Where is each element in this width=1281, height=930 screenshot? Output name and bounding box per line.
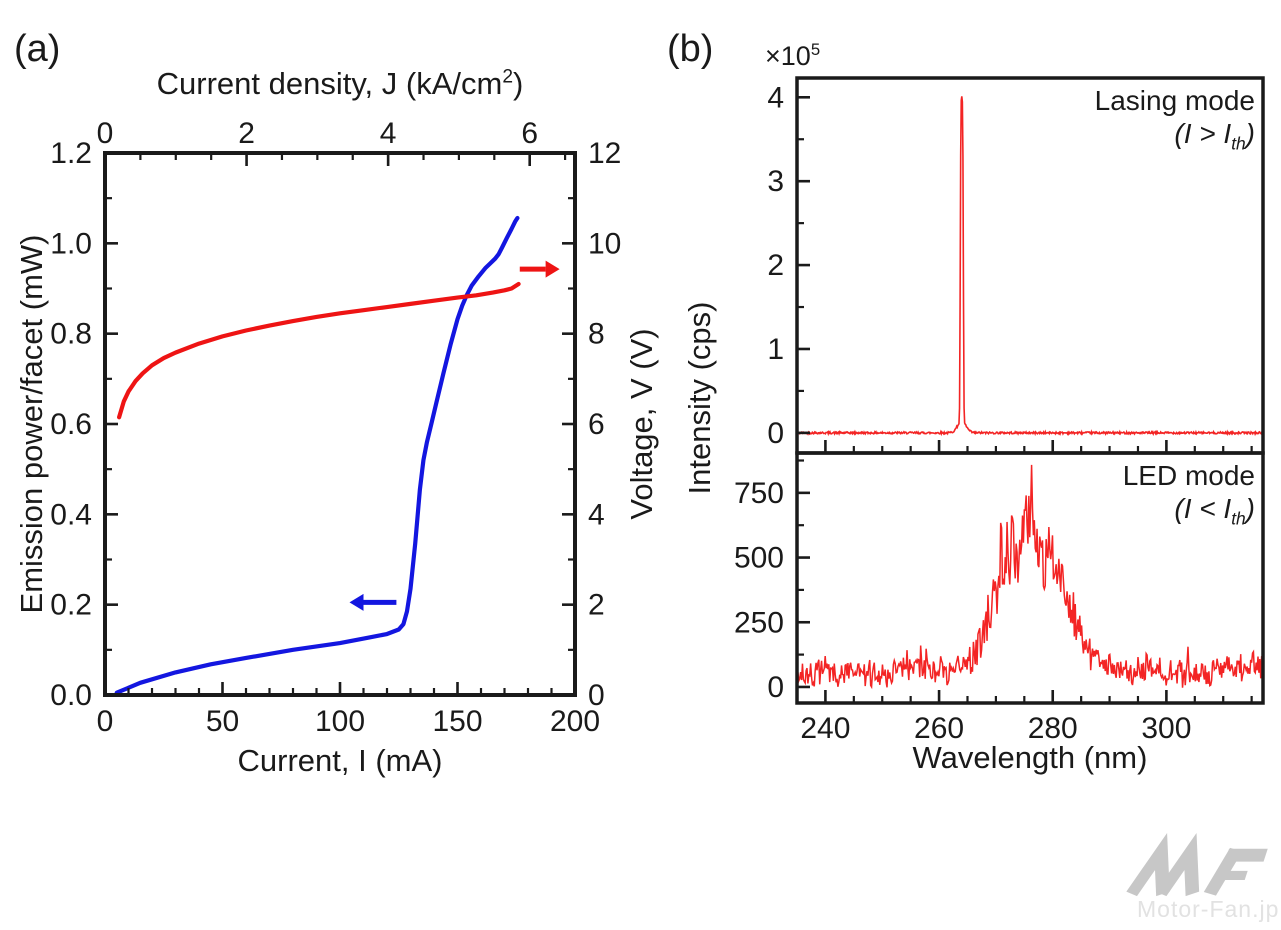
y-axis-ticks: 0 1 2 3 4 [767, 81, 810, 450]
x-axis-ticks: 240 260 280 300 [800, 690, 1253, 745]
relation: < [1191, 493, 1224, 524]
y-tick-label: 4 [767, 81, 784, 114]
x-tick-label: 2 [238, 117, 255, 150]
axis-title-current: Current, I (mA) [237, 743, 443, 778]
multiplier-base: ×10 [765, 41, 811, 71]
lasing-condition-label: (I > Ith) [1095, 117, 1255, 161]
x-tick-label: 0 [97, 117, 114, 150]
y-tick-label: 10 [588, 227, 621, 260]
threshold-subscript: th [1231, 133, 1246, 154]
y-tick-label: 500 [734, 542, 784, 575]
lasing-spectrum-chart: 0 1 2 3 4 [767, 76, 1265, 455]
current-symbol: I [1183, 493, 1192, 524]
paren: ( [1174, 493, 1184, 524]
panel-a-label: (a) [14, 28, 61, 70]
led-mode-annotation: LED mode (I < Ith) [1123, 459, 1255, 536]
watermark-text: Motor-Fan.jp [1137, 896, 1280, 922]
power-axis-arrow [349, 593, 397, 611]
paren-close: ) [1245, 118, 1255, 149]
y-tick-label: 0 [588, 679, 605, 712]
paren-close: ) [1245, 493, 1255, 524]
axis-title-wavelength: Wavelength (nm) [912, 740, 1148, 775]
y-tick-label: 8 [588, 318, 605, 351]
liv-plot-frame [103, 151, 577, 697]
voltage-curve [117, 281, 521, 420]
y-tick-label: 0.6 [50, 408, 92, 441]
intensity-scale-multiplier: ×105 [765, 40, 820, 72]
x-tick-label: 100 [315, 705, 365, 738]
multiplier-exponent: 5 [810, 40, 821, 59]
axis-title-current-density-text: Current density, J (kA/cm [156, 66, 503, 101]
y-tick-label: 0.0 [50, 679, 92, 712]
axis-title-current-density-sup: 2 [502, 66, 514, 88]
threshold-symbol: I [1223, 118, 1232, 149]
x-axis-ticks [824, 440, 1253, 453]
led-plot-frame [795, 451, 1265, 705]
y-tick-label: 0.4 [50, 498, 92, 531]
threshold-subscript: th [1231, 508, 1246, 529]
y-tick-label: 1.0 [50, 227, 92, 260]
x-tick-label: 50 [206, 705, 239, 738]
y-tick-label: 1.2 [50, 137, 92, 170]
y-tick-label: 0 [767, 417, 784, 450]
axis-title-current-density: Current density, J (kA/cm2) [105, 66, 575, 102]
y-tick-label: 12 [588, 137, 621, 170]
axis-title-emission-power: Emission power/facet (mW) [14, 234, 49, 614]
lasing-spectrum-curve [796, 96, 1264, 437]
x-axis-ticks: 0 2 4 6 [97, 117, 567, 166]
led-mode-label: LED mode [1122, 460, 1255, 491]
lasing-mode-label: Lasing mode [1094, 85, 1255, 116]
y-tick-label: 0.8 [50, 318, 92, 351]
paren: ( [1174, 118, 1184, 149]
y-tick-label: 750 [734, 477, 784, 510]
y-tick-label: 250 [734, 606, 784, 639]
emission-power-curve [114, 215, 520, 695]
axis-title-current-density-close: ) [513, 66, 524, 101]
led-spectrum-chart: 0 250 500 750 240 260 280 300 [734, 451, 1265, 745]
x-tick-label: 200 [550, 705, 600, 738]
x-tick-label: 300 [1141, 712, 1191, 745]
y-tick-label: 0 [767, 671, 784, 704]
lasing-mode-annotation: Lasing mode (I > Ith) [1095, 84, 1255, 161]
x-tick-label: 260 [914, 712, 964, 745]
y-tick-label: 0.2 [50, 589, 92, 622]
x-tick-label: 6 [521, 117, 538, 150]
y-tick-label: 2 [767, 249, 784, 282]
y-tick-label: 4 [588, 498, 605, 531]
led-condition-label: (I < Ith) [1123, 492, 1255, 536]
x-tick-label: 240 [800, 712, 850, 745]
x-axis-ticks: 0 50 100 150 200 [97, 682, 600, 738]
x-tick-label: 4 [380, 117, 397, 150]
axis-title-intensity: Intensity (cps) [682, 301, 717, 495]
y-tick-label: 3 [767, 165, 784, 198]
watermark-logo [1126, 832, 1268, 897]
relation: > [1191, 118, 1224, 149]
axis-title-voltage: Voltage, V (V) [624, 328, 659, 520]
y-tick-label: 2 [588, 589, 605, 622]
y-tick-label: 6 [588, 408, 605, 441]
panel-b-label: (b) [667, 28, 714, 70]
y-tick-label: 1 [767, 333, 784, 366]
x-tick-label: 0 [97, 705, 114, 738]
y-axis-ticks: 0 250 500 750 [734, 459, 810, 704]
x-tick-label: 150 [432, 705, 482, 738]
y-axis-ticks: 0 2 4 6 8 10 12 [562, 137, 621, 712]
led-spectrum-curve [796, 464, 1264, 690]
current-symbol: I [1183, 118, 1192, 149]
y-axis-ticks: 0.0 0.2 0.4 0.6 0.8 1.0 1.2 [50, 137, 118, 712]
voltage-axis-arrow [519, 260, 560, 278]
x-tick-label: 280 [1028, 712, 1078, 745]
threshold-symbol: I [1223, 493, 1232, 524]
